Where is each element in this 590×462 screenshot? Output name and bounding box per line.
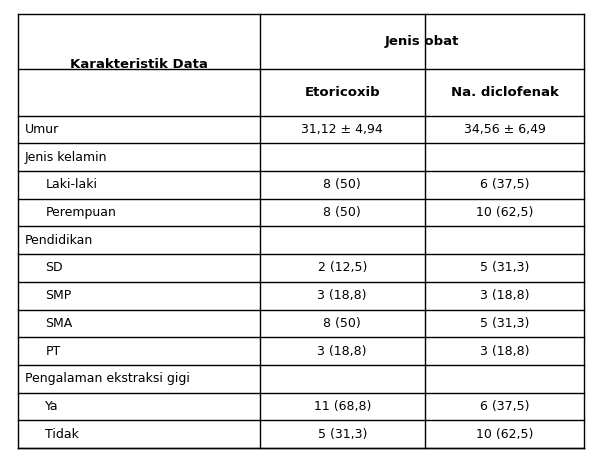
- Text: 3 (18,8): 3 (18,8): [480, 345, 529, 358]
- Text: Etoricoxib: Etoricoxib: [304, 86, 380, 99]
- Text: 5 (31,3): 5 (31,3): [317, 428, 367, 441]
- Text: 3 (18,8): 3 (18,8): [317, 345, 367, 358]
- Text: Perempuan: Perempuan: [45, 206, 116, 219]
- Text: 31,12 ± 4,94: 31,12 ± 4,94: [301, 123, 383, 136]
- Text: Pendidikan: Pendidikan: [25, 234, 93, 247]
- Text: 10 (62,5): 10 (62,5): [476, 428, 533, 441]
- Text: 8 (50): 8 (50): [323, 317, 361, 330]
- Text: 8 (50): 8 (50): [323, 206, 361, 219]
- Text: Pengalaman ekstraksi gigi: Pengalaman ekstraksi gigi: [25, 372, 189, 385]
- Text: 5 (31,3): 5 (31,3): [480, 261, 529, 274]
- Text: 3 (18,8): 3 (18,8): [480, 289, 529, 302]
- Text: 5 (31,3): 5 (31,3): [480, 317, 529, 330]
- Text: Na. diclofenak: Na. diclofenak: [451, 86, 558, 99]
- Text: 11 (68,8): 11 (68,8): [313, 400, 371, 413]
- Text: Jenis kelamin: Jenis kelamin: [25, 151, 107, 164]
- Text: 6 (37,5): 6 (37,5): [480, 178, 529, 191]
- Text: 8 (50): 8 (50): [323, 178, 361, 191]
- Text: 10 (62,5): 10 (62,5): [476, 206, 533, 219]
- Text: Umur: Umur: [25, 123, 59, 136]
- Text: SD: SD: [45, 261, 63, 274]
- Text: 3 (18,8): 3 (18,8): [317, 289, 367, 302]
- Text: Ya: Ya: [45, 400, 59, 413]
- Text: SMA: SMA: [45, 317, 73, 330]
- Text: Laki-laki: Laki-laki: [45, 178, 97, 191]
- Text: 6 (37,5): 6 (37,5): [480, 400, 529, 413]
- Text: PT: PT: [45, 345, 61, 358]
- Text: 34,56 ± 6,49: 34,56 ± 6,49: [464, 123, 545, 136]
- Text: Tidak: Tidak: [45, 428, 79, 441]
- Text: Jenis obat: Jenis obat: [385, 35, 459, 48]
- Text: SMP: SMP: [45, 289, 71, 302]
- Text: Karakteristik Data: Karakteristik Data: [70, 58, 208, 71]
- Text: 2 (12,5): 2 (12,5): [317, 261, 367, 274]
